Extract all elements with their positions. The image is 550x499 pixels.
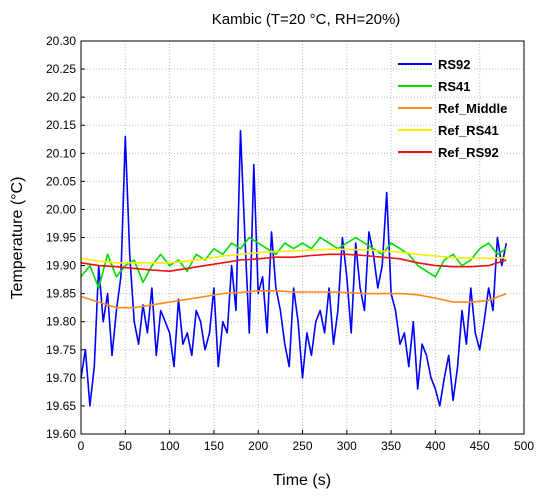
x-tick-label: 500 [514,439,534,453]
legend: RS92 RS41 Ref_Middle Ref_RS41 Ref_RS92 [398,57,507,160]
series-line-ref-rs92 [80,253,507,273]
y-tick-label: 19.65 [46,399,76,413]
x-tick-label: 250 [292,439,312,453]
legend-label: Ref_RS92 [438,145,499,160]
y-tick-label: 20.15 [46,118,76,132]
x-tick-label: 450 [470,439,490,453]
y-axis-title: Temperature (°C) [9,177,26,300]
y-tick-label: 20.05 [46,174,76,188]
y-tick-label: 20.30 [46,34,76,48]
y-tick-label: 20.20 [46,90,76,104]
series-line-rs92 [80,130,508,407]
x-tick-label: 350 [381,439,401,453]
legend-label: Ref_RS41 [438,123,499,138]
y-tick-label: 19.75 [46,343,76,357]
y-tick-label: 19.95 [46,231,76,245]
y-tick-label: 19.60 [46,427,76,441]
legend-label: RS92 [438,57,471,72]
x-tick-label: 150 [204,439,224,453]
chart-title: Kambic (T=20 °C, RH=20%) [212,11,401,28]
x-axis-title: Time (s) [273,472,331,489]
x-tick-label: 300 [337,439,357,453]
x-tick-label: 100 [160,439,180,453]
legend-label: Ref_Middle [438,101,507,116]
y-tick-label: 19.90 [46,259,76,273]
y-tick-label: 19.80 [46,315,76,329]
series-line-ref-rs41 [80,248,507,264]
x-tick-label: 400 [425,439,445,453]
series-line-rs41 [80,236,507,289]
series-group [80,130,508,407]
y-tick-label: 19.85 [46,287,76,301]
y-tick-label: 19.70 [46,371,76,385]
y-tick-label: 20.00 [46,202,76,216]
y-tick-label: 20.25 [46,62,76,76]
series-line-ref-middle [80,289,507,309]
ticks: 0 50 100 150 200 250 300 350 400 450 500 19.60 19.65… [46,34,534,453]
y-tick-label: 20.10 [46,146,76,160]
x-tick-label: 50 [119,439,133,453]
x-tick-label: 200 [248,439,268,453]
x-tick-label: 0 [78,439,85,453]
legend-label: RS41 [438,79,471,94]
